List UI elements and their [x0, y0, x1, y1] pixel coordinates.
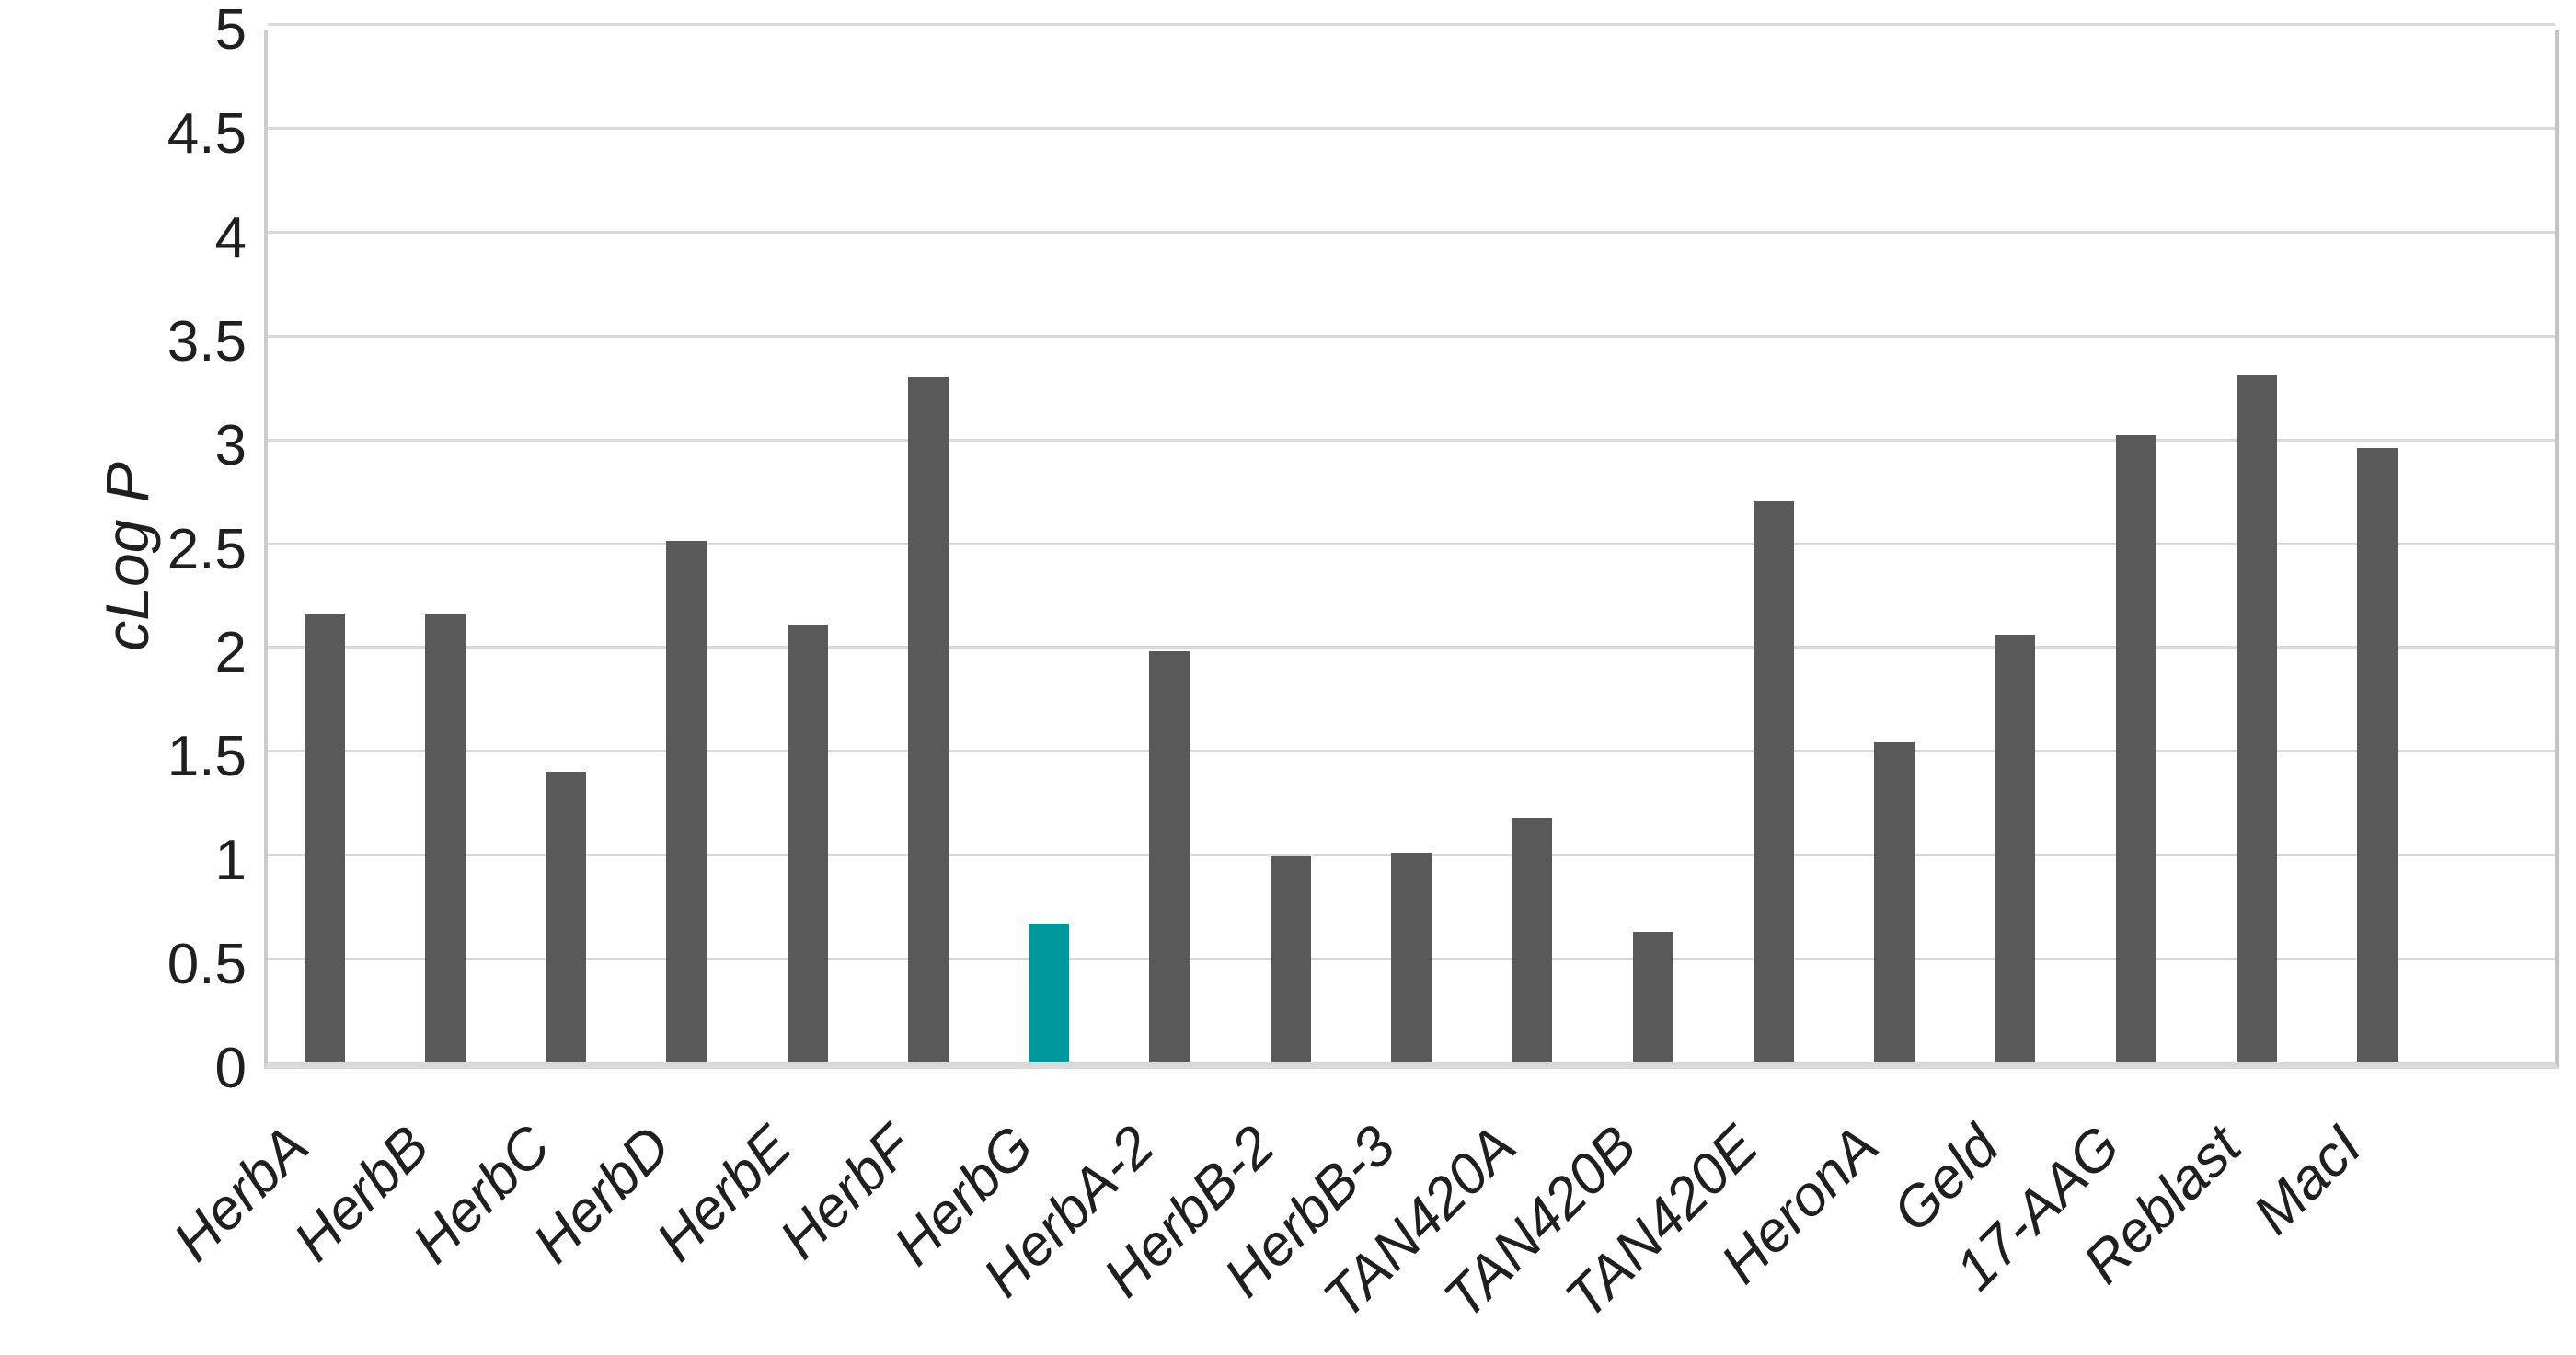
bar-HerbB-3: [1391, 852, 1432, 1062]
gridline: [268, 438, 2555, 442]
x-tick-label-HerbE: HerbE: [644, 1114, 804, 1274]
x-tick-label-HerbD: HerbD: [521, 1114, 684, 1276]
bar-HerbA-2: [1149, 650, 1190, 1062]
gridline: [268, 646, 2555, 649]
x-tick-label-MacI: MacI: [2241, 1114, 2375, 1246]
gridline: [268, 750, 2555, 753]
y-tick-label: 0.5: [167, 933, 247, 997]
y-tick-label: 1: [214, 829, 247, 893]
y-tick-label: 4.5: [167, 101, 247, 166]
bar-HerbA: [304, 614, 345, 1062]
bar-17-AAG: [2115, 435, 2156, 1062]
x-tick-label-HerbC: HerbC: [400, 1114, 563, 1276]
y-tick-label: 1.5: [167, 725, 247, 789]
gridline: [268, 542, 2555, 545]
y-tick-label: 0: [214, 1037, 247, 1100]
bar-HerbF: [907, 376, 949, 1062]
bar-HerbB: [424, 614, 466, 1062]
bar-TAN420A: [1512, 817, 1553, 1062]
bar-Geld: [1995, 634, 2036, 1062]
plot-area: [264, 23, 2559, 1069]
y-tick-label: 3.5: [167, 309, 247, 373]
gridline: [268, 23, 2555, 26]
bar-HerbD: [666, 541, 707, 1062]
bar-HerbC: [546, 771, 587, 1062]
bar-HerbB-2: [1270, 856, 1311, 1062]
bar-TAN420B: [1632, 931, 1673, 1062]
y-tick-label: 2: [214, 621, 247, 685]
x-tick-label-HerbB: HerbB: [282, 1114, 442, 1274]
y-tick-label: 3: [214, 413, 247, 477]
gridline: [268, 334, 2555, 338]
gridline: [268, 230, 2555, 234]
bar-MacI: [2357, 447, 2398, 1062]
y-tick-label: 5: [214, 0, 247, 62]
bar-Reblast: [2236, 374, 2277, 1062]
bar-HerbE: [787, 624, 828, 1062]
bar-HerbG: [1029, 923, 1070, 1062]
y-tick-label: 4: [214, 205, 247, 270]
x-tick-label-HerbA: HerbA: [161, 1114, 321, 1274]
gridline: [268, 126, 2555, 130]
bar-HeronA: [1874, 742, 1915, 1062]
y-tick-label: 2.5: [167, 517, 247, 581]
bar-TAN420E: [1753, 501, 1794, 1062]
